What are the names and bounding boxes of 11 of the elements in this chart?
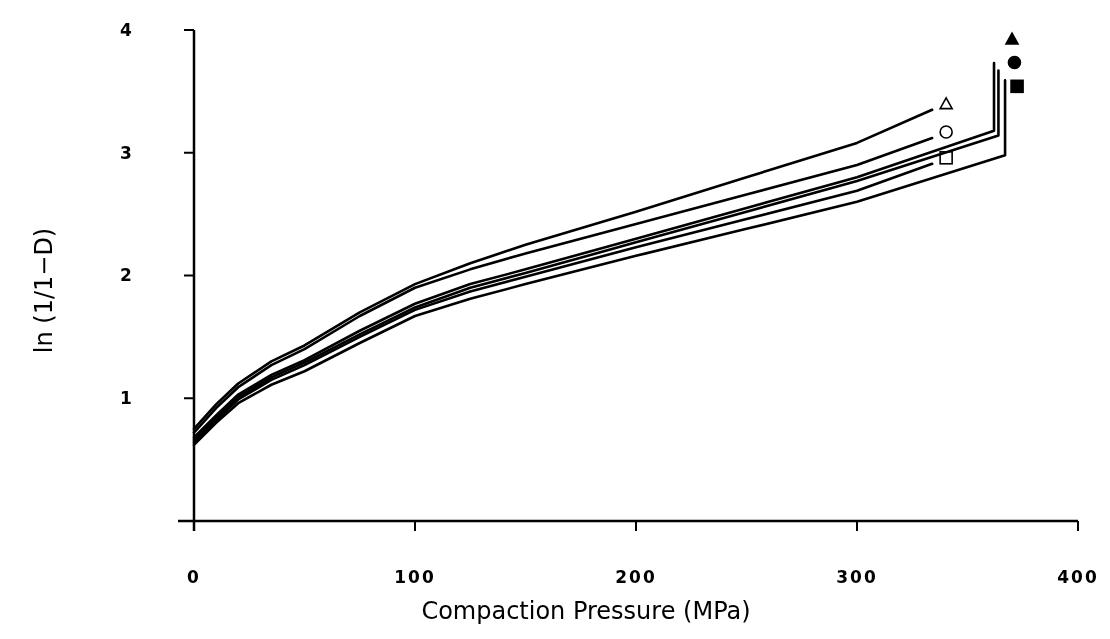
x-tick-label: 400	[1057, 567, 1099, 587]
y-tick-label: 3	[120, 142, 132, 163]
x-axis-title: Compaction Pressure (MPa)	[421, 597, 751, 625]
y-tick-label: 4	[120, 19, 133, 40]
x-tick-label: 0	[187, 567, 201, 587]
x-tick-label: 200	[615, 567, 657, 587]
y-axis-title: ln (1/1−D)	[30, 227, 58, 354]
y-tick-label: 1	[120, 388, 132, 409]
y-tick-label: 2	[120, 265, 132, 286]
x-tick-label: 300	[836, 567, 878, 587]
x-tick-label: 100	[394, 567, 436, 587]
